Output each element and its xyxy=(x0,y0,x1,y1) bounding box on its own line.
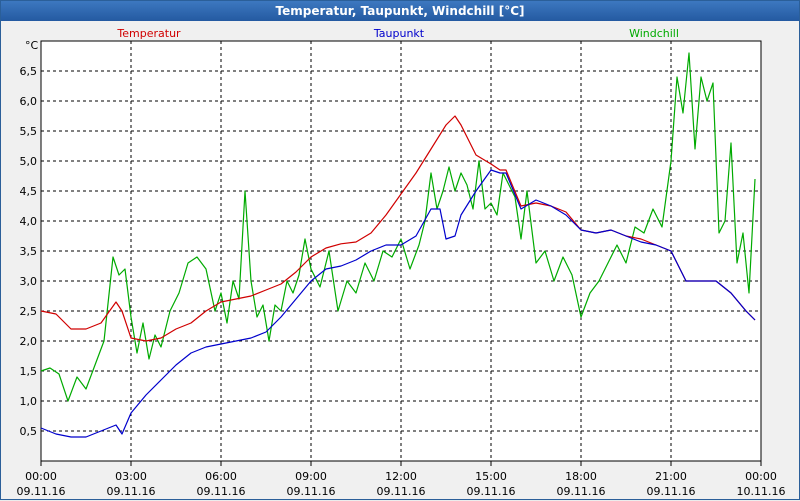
x-tick-date-label: 10.11.16 xyxy=(737,485,786,498)
x-tick-date-label: 09.11.16 xyxy=(377,485,426,498)
x-tick-time-label: 12:00 xyxy=(385,470,417,483)
x-tick-time-label: 21:00 xyxy=(655,470,687,483)
legend-windchill: Windchill xyxy=(629,27,679,40)
y-tick-label: 0,5 xyxy=(20,425,38,438)
x-tick-date-label: 09.11.16 xyxy=(197,485,246,498)
legend-taupunkt: Taupunkt xyxy=(373,27,425,40)
x-tick-time-label: 00:00 xyxy=(745,470,777,483)
y-axis-ticks: 0,5 1,0 1,5 2,0 2,5 3,0 3,5 4,0 4,5 5,0 5,5 6,0 6,5 xyxy=(20,65,38,438)
x-tick-time-label: 06:00 xyxy=(205,470,237,483)
y-tick-label: 5,0 xyxy=(20,155,38,168)
series-line-temperatur xyxy=(40,115,756,342)
y-tick-label: 3,0 xyxy=(20,275,38,288)
y-tick-label: 3,5 xyxy=(20,245,38,258)
window-title: Temperatur, Taupunkt, Windchill [°C] xyxy=(1,1,799,21)
y-tick-label: 1,0 xyxy=(20,395,38,408)
x-tick-date-label: 09.11.16 xyxy=(557,485,606,498)
y-tick-label: 6,0 xyxy=(20,95,38,108)
x-tick-date-label: 09.11.16 xyxy=(287,485,336,498)
y-tick-label: 1,5 xyxy=(20,365,38,378)
x-tick-date-label: 09.11.16 xyxy=(647,485,696,498)
x-tick-date-label: 09.11.16 xyxy=(467,485,516,498)
series-line-taupunkt xyxy=(40,169,756,438)
series-lines xyxy=(40,52,756,438)
x-tick-time-label: 03:00 xyxy=(115,470,147,483)
y-tick-label: 6,5 xyxy=(20,65,38,78)
y-tick-label: 2,5 xyxy=(20,305,38,318)
x-tick-date-label: 09.11.16 xyxy=(17,485,66,498)
y-tick-label: 2,0 xyxy=(20,335,38,348)
x-tick-time-label: 09:00 xyxy=(295,470,327,483)
legend-temperatur: Temperatur xyxy=(116,27,181,40)
y-tick-label: 4,0 xyxy=(20,215,38,228)
grid-lines xyxy=(41,41,761,461)
x-tick-time-label: 15:00 xyxy=(475,470,507,483)
x-axis-ticks: 00:00 09.11.16 03:00 09.11.16 06:00 09.11.16 0… xyxy=(17,461,786,498)
y-tick-label: 5,5 xyxy=(20,125,38,138)
y-tick-label: 4,5 xyxy=(20,185,38,198)
x-tick-time-label: 00:00 xyxy=(25,470,57,483)
x-tick-date-label: 09.11.16 xyxy=(107,485,156,498)
x-tick-time-label: 18:00 xyxy=(565,470,597,483)
y-unit-label: °C xyxy=(25,39,39,52)
series-line-windchill xyxy=(40,52,756,402)
